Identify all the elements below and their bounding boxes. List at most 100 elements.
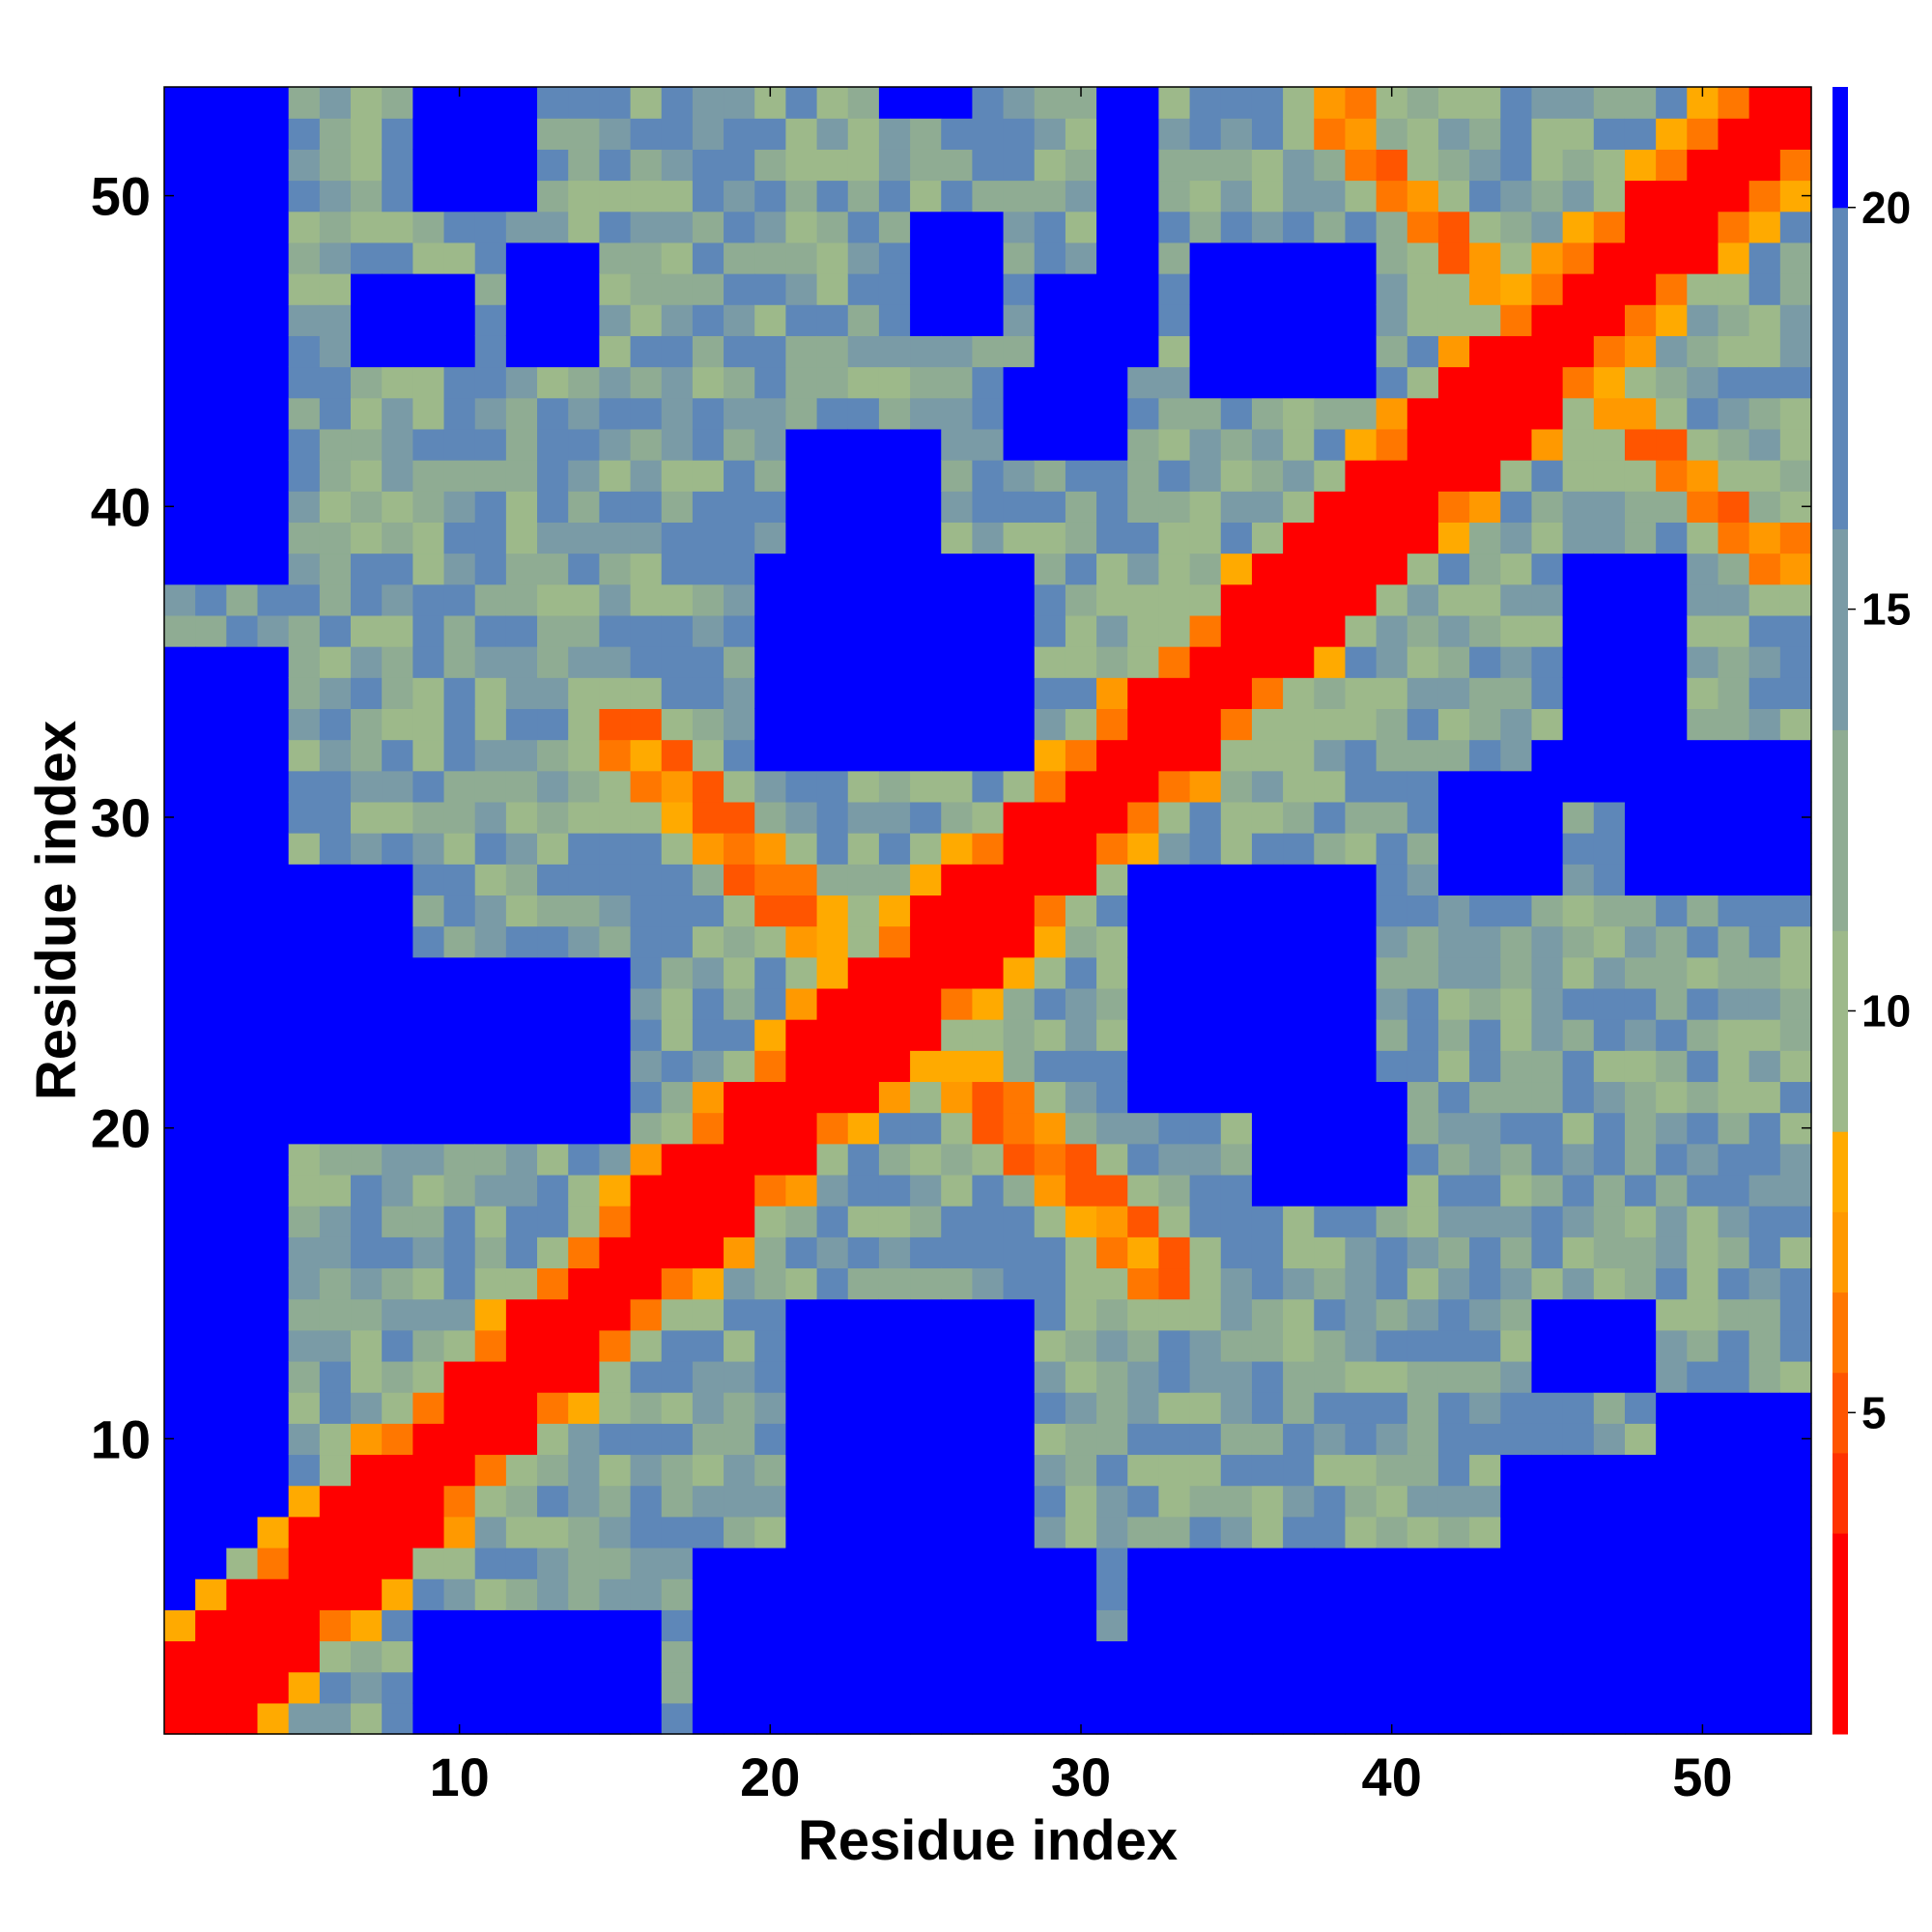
heatmap-cell xyxy=(599,925,632,958)
heatmap-cell xyxy=(474,925,507,958)
heatmap-cell xyxy=(412,614,445,647)
heatmap-cell xyxy=(1687,801,1719,834)
heatmap-cell xyxy=(816,956,849,989)
heatmap-cell xyxy=(1718,1112,1750,1145)
heatmap-cell xyxy=(226,1019,259,1051)
heatmap-cell xyxy=(164,1081,196,1114)
heatmap-cell xyxy=(1314,522,1347,554)
heatmap-cell xyxy=(443,1423,476,1456)
heatmap-cell xyxy=(1283,677,1315,709)
heatmap-cell xyxy=(724,1392,755,1424)
heatmap-cell xyxy=(1251,1702,1284,1735)
heatmap-cell xyxy=(288,1360,321,1393)
heatmap-cell xyxy=(661,1516,694,1548)
heatmap-cell xyxy=(1003,583,1036,616)
heatmap-cell xyxy=(474,180,507,213)
heatmap-cell xyxy=(505,118,538,150)
heatmap-cell xyxy=(382,956,413,989)
heatmap-cell xyxy=(910,895,942,927)
heatmap-cell xyxy=(1593,1392,1626,1424)
heatmap-cell xyxy=(195,1423,227,1456)
heatmap-cell xyxy=(1469,1423,1501,1456)
heatmap-cell xyxy=(754,366,786,399)
heatmap-cell xyxy=(1158,1547,1191,1579)
heatmap-cell xyxy=(724,118,755,150)
heatmap-cell xyxy=(351,1640,383,1673)
heatmap-cell xyxy=(1437,1360,1470,1393)
heatmap-cell xyxy=(1593,1236,1626,1269)
heatmap-cell xyxy=(1779,1392,1812,1424)
heatmap-cell xyxy=(568,304,600,336)
heatmap-cell xyxy=(226,1485,259,1518)
heatmap-cell xyxy=(972,553,1005,585)
heatmap-cell xyxy=(412,1702,445,1735)
heatmap-cell xyxy=(1624,770,1657,803)
heatmap-cell xyxy=(443,1392,476,1424)
heatmap-cell xyxy=(1531,987,1564,1020)
heatmap-cell xyxy=(257,149,290,182)
heatmap-cell xyxy=(195,149,227,182)
heatmap-cell xyxy=(1593,1298,1626,1331)
heatmap-cell xyxy=(1189,708,1222,741)
heatmap-cell xyxy=(1345,428,1378,461)
heatmap-cell xyxy=(319,87,352,119)
heatmap-cell xyxy=(878,242,911,274)
heatmap-cell xyxy=(1718,1454,1750,1487)
heatmap-cell xyxy=(1656,583,1688,616)
heatmap-cell xyxy=(1718,895,1750,927)
heatmap-cell xyxy=(661,1671,694,1704)
heatmap-cell xyxy=(1437,149,1470,182)
heatmap-cell xyxy=(1748,1236,1781,1269)
heatmap-cell xyxy=(412,1609,445,1642)
heatmap-cell xyxy=(1437,1081,1470,1114)
heatmap-cell xyxy=(288,1174,321,1207)
heatmap-cell xyxy=(941,366,974,399)
heatmap-cell xyxy=(1065,864,1097,896)
heatmap-cell xyxy=(1687,708,1719,741)
heatmap-cell xyxy=(878,1454,911,1487)
heatmap-cell xyxy=(816,118,849,150)
heatmap-cell xyxy=(816,1298,849,1331)
heatmap-cell xyxy=(1687,1485,1719,1518)
heatmap-cell xyxy=(568,1206,600,1237)
heatmap-cell xyxy=(599,1112,632,1145)
heatmap-cell xyxy=(1376,149,1408,182)
heatmap-cell xyxy=(785,491,818,523)
heatmap-cell xyxy=(443,1454,476,1487)
heatmap-cell xyxy=(1562,1143,1595,1176)
heatmap-cell xyxy=(1687,614,1719,647)
x-axis-label: Residue index xyxy=(798,1809,1178,1872)
heatmap-cell xyxy=(1003,180,1036,213)
heatmap-cell xyxy=(1376,801,1408,834)
heatmap-cell xyxy=(1251,677,1284,709)
heatmap-cell xyxy=(878,335,911,368)
heatmap-cell xyxy=(1189,833,1222,865)
heatmap-cell xyxy=(724,397,755,430)
heatmap-cell xyxy=(1345,1112,1378,1145)
heatmap-cell xyxy=(1748,335,1781,368)
heatmap-cell xyxy=(1437,708,1470,741)
heatmap-cell xyxy=(1687,1640,1719,1673)
heatmap-cell xyxy=(910,87,942,119)
heatmap-cell xyxy=(692,304,724,336)
heatmap-cell xyxy=(505,491,538,523)
heatmap-cell xyxy=(1283,956,1315,989)
heatmap-cell xyxy=(972,956,1005,989)
heatmap-cell xyxy=(1406,397,1439,430)
heatmap-cell xyxy=(1065,614,1097,647)
heatmap-cell xyxy=(351,1547,383,1579)
heatmap-cell xyxy=(1687,460,1719,492)
heatmap-cell xyxy=(1748,739,1781,772)
heatmap-cell xyxy=(1003,1267,1036,1300)
heatmap-cell xyxy=(443,739,476,772)
heatmap-cell xyxy=(195,739,227,772)
heatmap-cell xyxy=(1531,646,1564,678)
heatmap-cell xyxy=(847,770,880,803)
heatmap-cell xyxy=(382,87,413,119)
heatmap-cell xyxy=(1003,335,1036,368)
heatmap-cell xyxy=(1127,987,1160,1020)
heatmap-cell xyxy=(692,1174,724,1207)
heatmap-cell xyxy=(1003,1081,1036,1114)
heatmap-cell xyxy=(1345,801,1378,834)
heatmap-cell xyxy=(1406,211,1439,243)
